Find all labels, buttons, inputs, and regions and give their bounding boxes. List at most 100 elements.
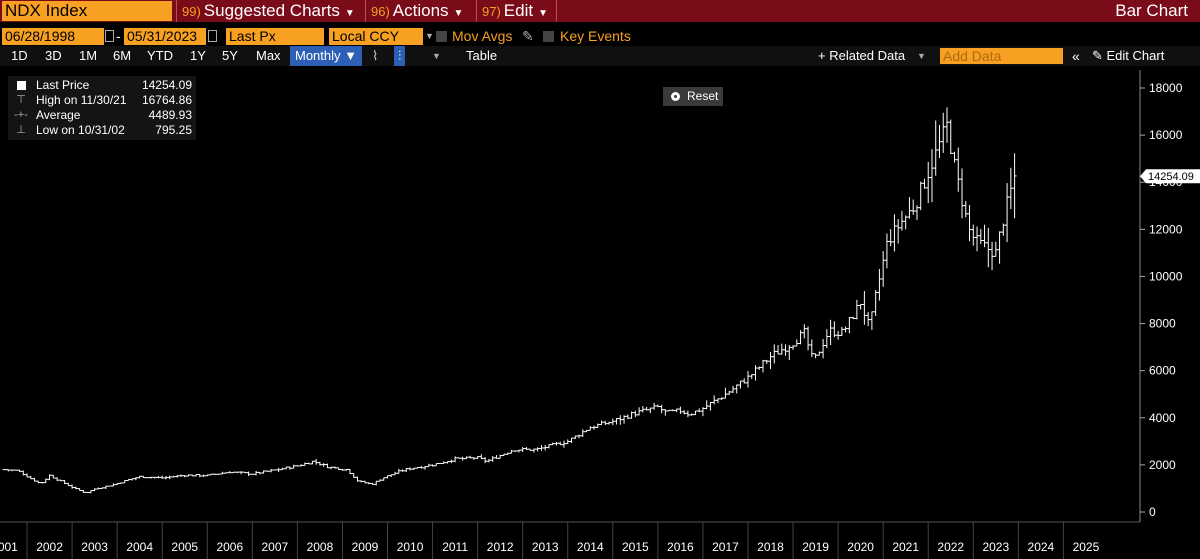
price-bar [145, 477, 150, 479]
price-bar [295, 465, 300, 467]
price-bar [877, 268, 882, 301]
price-bar [6, 469, 11, 472]
price-bar [21, 470, 26, 476]
caret-down-icon[interactable]: ▼ [425, 31, 434, 41]
price-bar [640, 406, 645, 413]
period-ytd-button[interactable]: YTD [147, 48, 173, 63]
price-bar [441, 461, 446, 464]
key-events-checkbox[interactable] [543, 31, 554, 42]
price-bar [55, 477, 60, 481]
price-bar [738, 380, 743, 389]
price-bar [100, 487, 105, 490]
frequency-selector[interactable]: Monthly ▼ [290, 46, 362, 66]
price-bar [524, 447, 529, 451]
price-bar [588, 426, 593, 431]
price-bar [948, 119, 953, 155]
ticker-field[interactable]: NDX Index [2, 1, 172, 21]
price-bar [896, 219, 901, 244]
price-bar [152, 476, 157, 479]
caret-down-icon: ▼ [453, 8, 464, 19]
price-bar [573, 435, 578, 440]
x-tick-label: 2017 [712, 540, 739, 554]
low-marker-icon: ⊥ [16, 124, 26, 136]
end-date-field[interactable]: 05/31/2023 [124, 28, 206, 45]
price-bar [730, 385, 735, 394]
price-bar [404, 468, 409, 473]
price-bar [914, 205, 919, 220]
x-tick-label: 2006 [216, 540, 243, 554]
legend-row-low: ⊥ Low on 10/31/02 795.25 [8, 123, 196, 138]
reset-button[interactable]: Reset [663, 87, 723, 106]
price-bar [592, 425, 597, 430]
price-bar [464, 456, 469, 460]
period-max-button[interactable]: Max [256, 48, 281, 63]
actions-menu[interactable]: 96) Actions ▼ [371, 0, 463, 22]
currency-selector[interactable]: Local CCY [329, 28, 423, 45]
price-bar [362, 480, 367, 484]
mov-avgs-checkbox[interactable] [436, 31, 447, 42]
price-bar [869, 311, 874, 330]
price-bar [141, 475, 146, 479]
caret-down-icon[interactable]: ▼ [917, 51, 926, 61]
price-bar [272, 469, 277, 471]
add-data-input[interactable]: Add Data [940, 48, 1063, 64]
calendar-icon[interactable] [208, 30, 217, 42]
period-1y-button[interactable]: 1Y [190, 48, 206, 63]
line-chart-icon[interactable]: ⌇ [372, 48, 379, 63]
price-bar [854, 299, 859, 320]
related-data-button[interactable]: + Related Data [818, 48, 906, 63]
price-bar [1001, 223, 1006, 236]
toolbar-divider [476, 0, 477, 22]
price-bar [663, 409, 668, 416]
price-bar [456, 457, 461, 459]
price-bar [370, 482, 375, 485]
period-3d-button[interactable]: 3D [45, 48, 62, 63]
start-date-field[interactable]: 06/28/1998 [2, 28, 104, 45]
price-bar [257, 471, 262, 475]
legend-value: 14254.09 [141, 78, 192, 92]
field-selector[interactable]: Last Px [226, 28, 324, 45]
price-bar [558, 441, 563, 446]
x-tick-label: 2001 [0, 540, 18, 554]
price-bar [32, 477, 37, 482]
average-marker-icon: -+- [14, 109, 28, 121]
edit-menu[interactable]: 97) Edit ▼ [482, 0, 548, 22]
price-bar [629, 411, 634, 419]
price-bar [216, 473, 221, 475]
caret-down-icon[interactable]: ▼ [432, 51, 441, 61]
price-bar [787, 345, 792, 361]
period-6m-button[interactable]: 6M [113, 48, 132, 63]
calendar-icon[interactable] [105, 30, 114, 42]
table-button[interactable]: Table [466, 48, 498, 63]
price-bar [130, 478, 135, 481]
price-bar [299, 464, 304, 467]
price-bar [956, 147, 961, 192]
collapse-icon[interactable]: « [1072, 48, 1080, 64]
bar-chart-icon[interactable]: ⫶ [394, 46, 406, 66]
price-bar [599, 420, 604, 426]
period-1d-button[interactable]: 1D [11, 48, 28, 63]
x-tick-label: 2002 [36, 540, 63, 554]
price-bar [700, 407, 705, 417]
period-1m-button[interactable]: 1M [79, 48, 98, 63]
price-bar [178, 474, 183, 477]
price-bar [280, 467, 285, 471]
main-toolbar: NDX Index 99) Suggested Charts ▼ 96) Action… [0, 0, 1200, 22]
last-price-marker: 14254.09 [1140, 169, 1200, 184]
price-bar [764, 359, 769, 364]
price-bar [118, 482, 123, 484]
legend-label: Low on 10/31/02 [36, 123, 125, 137]
edit-chart-button[interactable]: ✎ Edit Chart [1092, 48, 1165, 63]
period-5y-button[interactable]: 5Y [222, 48, 238, 63]
price-bar [393, 471, 398, 476]
suggested-charts-menu[interactable]: 99) Suggested Charts ▼ [182, 0, 355, 22]
price-bar [723, 387, 728, 399]
price-bar [66, 482, 71, 487]
price-bar [385, 475, 390, 479]
pencil-icon[interactable]: ✎ [522, 28, 534, 44]
price-bar [892, 214, 897, 252]
price-bar [565, 439, 570, 445]
price-bar [918, 181, 923, 211]
price-bar [62, 479, 67, 485]
